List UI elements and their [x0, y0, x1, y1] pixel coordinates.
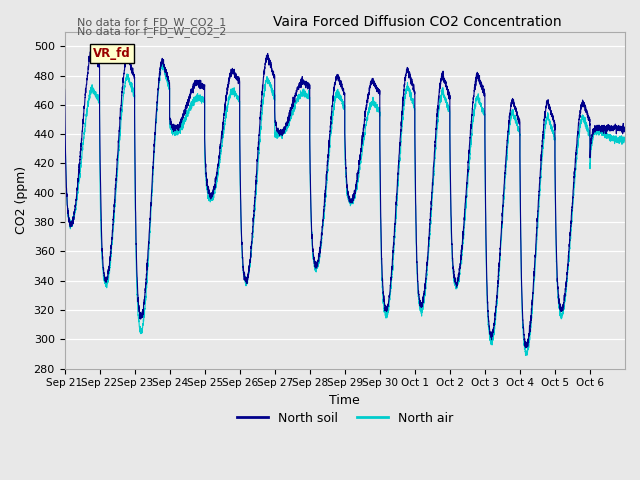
X-axis label: Time: Time	[330, 394, 360, 407]
Text: No data for f_FD_W_CO2_2: No data for f_FD_W_CO2_2	[77, 26, 226, 37]
Y-axis label: CO2 (ppm): CO2 (ppm)	[15, 166, 28, 234]
Title: Vaira Forced Diffusion CO2 Concentration: Vaira Forced Diffusion CO2 Concentration	[273, 15, 562, 29]
Legend: North soil, North air: North soil, North air	[232, 407, 458, 430]
Text: No data for f_FD_W_CO2_1: No data for f_FD_W_CO2_1	[77, 17, 226, 28]
Text: VR_fd: VR_fd	[93, 47, 131, 60]
